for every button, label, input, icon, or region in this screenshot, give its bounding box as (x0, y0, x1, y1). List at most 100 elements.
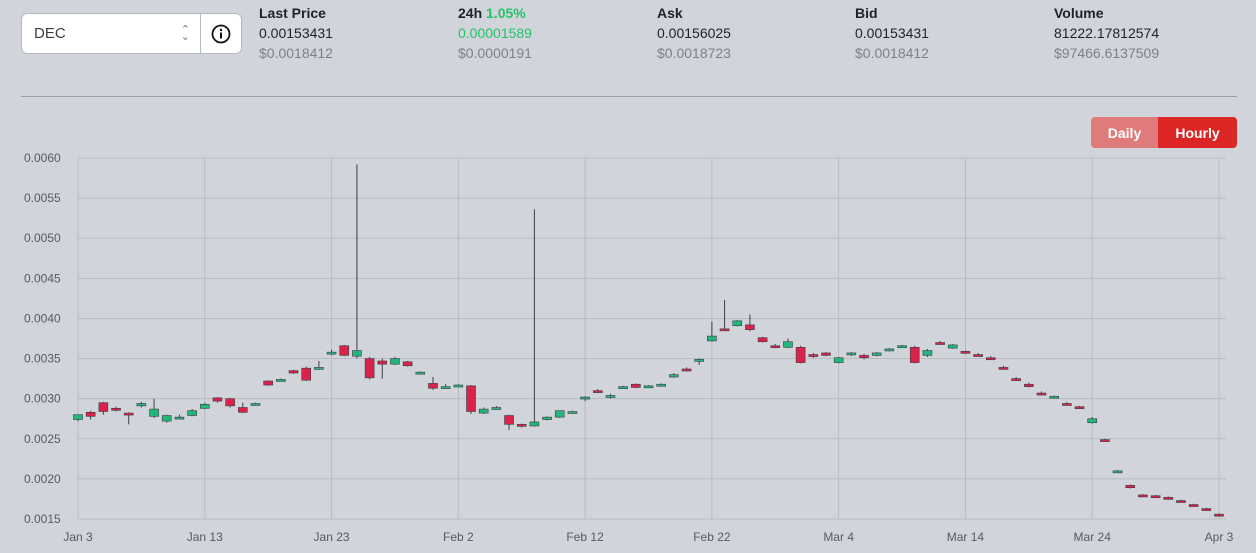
candle-body (466, 385, 476, 412)
token-dropdown[interactable]: DEC ⌃ ⌄ (22, 14, 201, 53)
candle (1201, 507, 1212, 511)
candle (719, 299, 730, 332)
candle-body (871, 352, 882, 356)
info-button[interactable] (201, 14, 241, 53)
y-tick-label: 0.0025 (24, 432, 61, 446)
candle (390, 356, 400, 365)
candle-body (1138, 494, 1148, 498)
stat-label: Last Price (259, 5, 326, 21)
candle-body (821, 352, 831, 356)
candle (136, 401, 147, 408)
candle (846, 352, 857, 357)
stat-change-percent: 1.05% (486, 5, 526, 21)
candle-body (1062, 403, 1072, 406)
candle (770, 344, 781, 349)
candle (516, 423, 527, 428)
x-tick-label: Jan 23 (314, 530, 350, 544)
candle (288, 369, 299, 374)
candles (73, 164, 1224, 517)
candle-body (631, 383, 641, 388)
stat-value: 0.00153431 (259, 25, 333, 41)
candle (504, 414, 514, 430)
candle-body (656, 383, 666, 387)
x-tick-label: Mar 4 (823, 530, 854, 544)
candle-body (187, 410, 197, 416)
candle-body (605, 395, 616, 398)
y-tick-label: 0.0035 (24, 352, 61, 366)
candle (567, 410, 578, 414)
candle-body (390, 358, 400, 365)
stat-value: 0.00156025 (657, 25, 731, 41)
candle (85, 410, 96, 420)
candle (973, 352, 983, 357)
candle (1150, 494, 1161, 499)
stat-usd-value: $97466.6137509 (1054, 45, 1160, 61)
candle (947, 344, 958, 349)
candle-body (352, 350, 362, 357)
candle (669, 372, 679, 378)
candle-body (276, 379, 286, 382)
candle (250, 402, 261, 406)
candle-body (783, 341, 793, 348)
candle (833, 356, 844, 364)
candle (681, 367, 692, 372)
candle (415, 371, 426, 375)
candle-body (669, 374, 679, 378)
stat-ask: Ask 0.00156025 $0.0018723 (657, 5, 731, 62)
candle-body (453, 384, 464, 388)
candle-body (770, 345, 781, 349)
candle (428, 377, 438, 390)
candle-body (1024, 383, 1034, 387)
candle-body (174, 416, 185, 420)
candle (187, 409, 197, 417)
candle-body (998, 367, 1009, 370)
candle-body (935, 342, 945, 345)
candle (1036, 391, 1047, 396)
candle-body (238, 407, 248, 413)
candle-body (618, 386, 628, 389)
candle-body (580, 396, 590, 400)
candle-body (516, 424, 527, 427)
candle (111, 406, 121, 412)
candle (491, 405, 502, 410)
candle (276, 378, 286, 382)
candle-body (846, 352, 857, 356)
candle-body (1150, 495, 1161, 499)
candle-body (922, 350, 933, 356)
candle-body (314, 367, 324, 370)
candle-body (1201, 508, 1212, 511)
stat-24h: 24h 1.05% 0.00001589 $0.0000191 (458, 5, 532, 62)
x-tick-label: Mar 24 (1074, 530, 1112, 544)
candle-body (402, 361, 413, 367)
candle-body (149, 408, 159, 417)
y-tick-label: 0.0050 (24, 231, 61, 245)
candle-body (301, 367, 312, 381)
candle (1087, 417, 1098, 424)
candle (580, 396, 590, 402)
candle-body (123, 412, 134, 416)
candle (199, 402, 210, 410)
candle-body (1036, 392, 1047, 396)
candle (377, 358, 388, 379)
candle (98, 401, 109, 415)
candle (238, 402, 248, 414)
candle-body (415, 371, 426, 375)
candle (73, 414, 83, 422)
candle-body (960, 351, 971, 354)
candle (1112, 470, 1123, 474)
stat-label: Bid (855, 5, 878, 21)
candle-body (542, 416, 552, 420)
stat-last-price: Last Price 0.00153431 $0.0018412 (259, 5, 333, 62)
token-selector[interactable]: DEC ⌃ ⌄ (21, 13, 242, 54)
candle (605, 393, 616, 399)
candle-body (377, 360, 388, 365)
candle (1062, 401, 1072, 406)
hourly-button[interactable]: Hourly (1158, 117, 1237, 148)
daily-button[interactable]: Daily (1091, 117, 1158, 148)
candle-body (808, 354, 819, 357)
candle-body (491, 407, 502, 410)
candle-body (643, 385, 654, 389)
x-tick-label: Feb 22 (693, 530, 731, 544)
candle (909, 345, 920, 364)
candle (326, 349, 337, 356)
